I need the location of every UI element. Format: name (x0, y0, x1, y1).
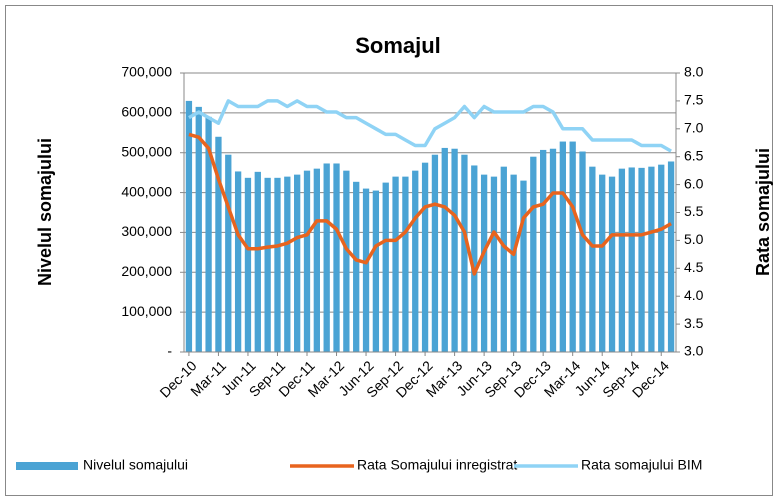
y2-axis-label: Rata somajului (753, 148, 773, 276)
bar (667, 161, 675, 352)
bar (549, 148, 557, 352)
bar (559, 141, 566, 352)
line (188, 132, 672, 276)
bar (480, 174, 488, 352)
y2-tick-label: 4.5 (684, 259, 704, 275)
y-tick-label: 600,000 (121, 104, 172, 120)
bar (628, 167, 635, 352)
line (188, 99, 672, 153)
y-tick-label: 100,000 (121, 303, 172, 319)
bar (471, 165, 478, 352)
y2-tick-label: 5.0 (684, 231, 704, 247)
legend-swatch (16, 462, 78, 470)
legend-label: Rata Somajului inregistrat (357, 457, 517, 473)
bar (402, 176, 409, 352)
bar (313, 168, 320, 352)
chart-title: Somajul (355, 33, 441, 58)
bar (234, 171, 242, 352)
y-tick-label: 500,000 (121, 143, 172, 159)
bar (540, 149, 547, 352)
bar (461, 154, 468, 352)
bar (608, 176, 616, 352)
bar (353, 181, 360, 352)
bar (185, 100, 193, 353)
bar (500, 166, 507, 352)
bar (392, 176, 399, 352)
bar (658, 164, 665, 352)
bar (451, 148, 458, 352)
bar (412, 170, 419, 352)
bar (569, 141, 576, 352)
bar (294, 174, 301, 352)
bar (599, 174, 606, 352)
y2-tick-label: 6.5 (684, 147, 704, 163)
y2-tick-label: 3.5 (684, 315, 704, 331)
y2-tick-label: 8.0 (684, 64, 704, 80)
bar (254, 171, 261, 352)
bar (382, 182, 389, 352)
bar (362, 188, 370, 352)
bar (215, 136, 222, 352)
bar (510, 174, 517, 352)
legend-label: Nivelul somajului (83, 457, 188, 473)
y-tick-label: 700,000 (121, 64, 172, 80)
y-tick-label: 300,000 (121, 223, 172, 239)
y2-tick-label: 6.0 (684, 175, 704, 191)
bar (421, 162, 429, 352)
bar (589, 166, 596, 352)
y-tick-label: 400,000 (121, 183, 172, 199)
bar (205, 116, 212, 352)
y2-tick-label: 7.0 (684, 120, 704, 136)
y2-tick-label: 7.5 (684, 92, 704, 108)
legend-label: Rata somajului BIM (581, 457, 702, 473)
bar (195, 106, 202, 352)
bar (323, 163, 330, 352)
bar (264, 177, 271, 352)
y2-tick-label: 5.5 (684, 203, 704, 219)
bar (303, 170, 311, 352)
bar (618, 168, 626, 352)
bar (530, 156, 537, 352)
bar (274, 177, 281, 352)
bar (284, 176, 291, 352)
bar (333, 163, 340, 352)
bar (343, 170, 350, 352)
y-axis-label: Nivelul somajului (35, 138, 55, 286)
bar (579, 151, 586, 352)
bar (225, 154, 232, 352)
bar (431, 154, 439, 352)
bar (441, 147, 448, 352)
bar (520, 180, 527, 352)
y-tick-label: - (167, 343, 172, 359)
y2-tick-label: 4.0 (684, 287, 704, 303)
bar (244, 177, 252, 352)
y2-tick-label: 3.0 (684, 343, 704, 359)
bar (372, 190, 380, 352)
bar (638, 167, 645, 352)
bar (490, 176, 498, 352)
y-tick-label: 200,000 (121, 263, 172, 279)
bar (648, 166, 655, 352)
